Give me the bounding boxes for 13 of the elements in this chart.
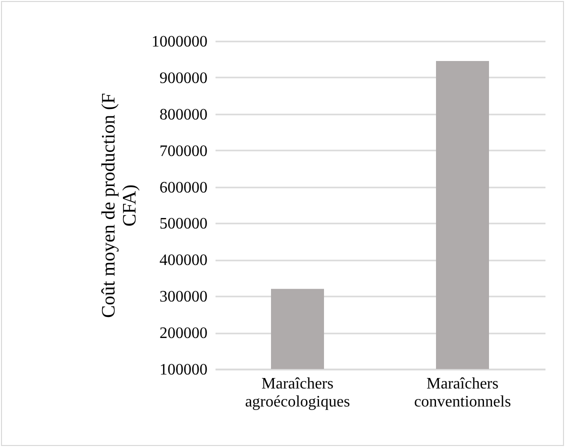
x-tick-label: Maraîchers agroécologiques bbox=[245, 376, 350, 410]
y-tick-label: 1000000 bbox=[152, 34, 208, 50]
y-tick-label: 200000 bbox=[160, 325, 208, 342]
y-tick-label: 500000 bbox=[160, 216, 208, 233]
y-tick-label: 900000 bbox=[160, 70, 208, 87]
y-axis-title: Coût moyen de production (F CFA) bbox=[98, 93, 140, 318]
y-tick-label: 300000 bbox=[160, 288, 208, 306]
y-tick-label: 600000 bbox=[160, 179, 208, 196]
y-tick-label: 800000 bbox=[160, 106, 208, 124]
y-tick-label: 400000 bbox=[160, 252, 208, 270]
y-tick-label: 700000 bbox=[160, 142, 208, 160]
y-tick-label: 100000 bbox=[160, 362, 208, 378]
x-tick-label: Maraîchers conventionnels bbox=[414, 376, 511, 410]
